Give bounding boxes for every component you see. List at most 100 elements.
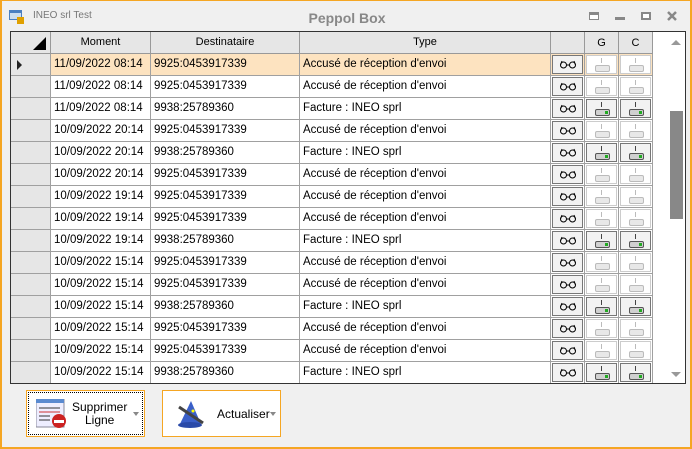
download-c-button[interactable] [620, 121, 651, 140]
view-button[interactable] [552, 77, 583, 96]
view-button[interactable] [552, 55, 583, 74]
table-row[interactable]: 10/09/2022 15:14 9925:0453917339 Accusé … [11, 318, 653, 340]
column-header-destinataire[interactable]: Destinataire [151, 32, 300, 54]
row-header[interactable] [11, 296, 51, 318]
row-header[interactable] [11, 76, 51, 98]
refresh-button[interactable]: Actualiser [162, 390, 281, 437]
restore-icon[interactable] [588, 10, 600, 22]
view-button[interactable] [552, 341, 583, 360]
download-g-button[interactable] [586, 143, 617, 162]
table-row[interactable]: 10/09/2022 15:14 9925:0453917339 Accusé … [11, 340, 653, 362]
row-header[interactable] [11, 274, 51, 296]
download-g-button[interactable] [586, 253, 617, 272]
view-button[interactable] [552, 143, 583, 162]
download-c-button[interactable] [620, 209, 651, 228]
download-c-button[interactable] [620, 165, 651, 184]
table-row[interactable]: 10/09/2022 15:14 9925:0453917339 Accusé … [11, 252, 653, 274]
close-icon[interactable] [666, 10, 678, 22]
arrow-down-icon [601, 322, 602, 327]
cell-g [585, 318, 619, 340]
download-g-button[interactable] [586, 187, 617, 206]
minimize-icon[interactable] [614, 10, 626, 22]
download-g-button[interactable] [586, 363, 617, 382]
download-g-button[interactable] [586, 319, 617, 338]
table-row[interactable]: 11/09/2022 08:14 9938:25789360 Facture :… [11, 98, 653, 120]
table-row[interactable]: 10/09/2022 15:14 9925:0453917339 Accusé … [11, 274, 653, 296]
row-header[interactable] [11, 186, 51, 208]
view-button[interactable] [552, 231, 583, 250]
view-button[interactable] [552, 121, 583, 140]
table-row[interactable]: 11/09/2022 08:14 9925:0453917339 Accusé … [11, 54, 653, 76]
row-header[interactable] [11, 318, 51, 340]
table-row[interactable]: 10/09/2022 15:14 9938:25789360 Facture :… [11, 362, 653, 383]
view-button[interactable] [552, 99, 583, 118]
view-button[interactable] [552, 319, 583, 338]
download-g-button[interactable] [586, 165, 617, 184]
cell-view [551, 340, 585, 362]
download-c-button[interactable] [620, 77, 651, 96]
download-c-button[interactable] [620, 341, 651, 360]
maximize-icon[interactable] [640, 10, 652, 22]
column-header-g[interactable]: G [585, 32, 619, 54]
row-header[interactable] [11, 208, 51, 230]
select-all-corner[interactable] [11, 32, 51, 54]
cell-type: Facture : INEO sprl [300, 230, 551, 252]
download-g-button[interactable] [586, 55, 617, 74]
download-c-button[interactable] [620, 99, 651, 118]
download-c-button[interactable] [620, 143, 651, 162]
row-header[interactable] [11, 142, 51, 164]
download-g-button[interactable] [586, 297, 617, 316]
download-c-button[interactable] [620, 297, 651, 316]
row-header[interactable] [11, 252, 51, 274]
table-row[interactable]: 10/09/2022 20:14 9925:0453917339 Accusé … [11, 164, 653, 186]
table-row[interactable]: 10/09/2022 19:14 9925:0453917339 Accusé … [11, 208, 653, 230]
column-header-c[interactable]: C [619, 32, 653, 54]
row-header[interactable] [11, 164, 51, 186]
chevron-down-icon[interactable] [269, 411, 276, 416]
download-g-button[interactable] [586, 99, 617, 118]
download-c-button[interactable] [620, 319, 651, 338]
row-header[interactable] [11, 120, 51, 142]
row-header[interactable] [11, 98, 51, 120]
download-c-button[interactable] [620, 187, 651, 206]
download-c-button[interactable] [620, 55, 651, 74]
table-row[interactable]: 10/09/2022 20:14 9925:0453917339 Accusé … [11, 120, 653, 142]
scroll-up-icon[interactable] [671, 40, 681, 45]
table-row[interactable]: 10/09/2022 19:14 9938:25789360 Facture :… [11, 230, 653, 252]
table-row[interactable]: 10/09/2022 15:14 9938:25789360 Facture :… [11, 296, 653, 318]
download-g-button[interactable] [586, 121, 617, 140]
download-c-button[interactable] [620, 253, 651, 272]
column-header-moment[interactable]: Moment [51, 32, 151, 54]
view-button[interactable] [552, 253, 583, 272]
chevron-down-icon[interactable] [133, 411, 139, 416]
view-button[interactable] [552, 297, 583, 316]
cell-moment: 10/09/2022 15:14 [51, 362, 151, 383]
view-button[interactable] [552, 187, 583, 206]
table-row[interactable]: 10/09/2022 19:14 9925:0453917339 Accusé … [11, 186, 653, 208]
download-g-button[interactable] [586, 275, 617, 294]
download-g-button[interactable] [586, 341, 617, 360]
row-header[interactable] [11, 230, 51, 252]
vertical-scrollbar[interactable] [667, 32, 685, 383]
scroll-down-icon[interactable] [671, 372, 681, 377]
download-g-button[interactable] [586, 231, 617, 250]
row-header[interactable] [11, 340, 51, 362]
row-header[interactable] [11, 362, 51, 383]
row-header[interactable] [11, 54, 51, 76]
column-header-type[interactable]: Type [300, 32, 551, 54]
table-row[interactable]: 10/09/2022 20:14 9938:25789360 Facture :… [11, 142, 653, 164]
view-button[interactable] [552, 165, 583, 184]
scrollbar-thumb[interactable] [670, 111, 683, 219]
download-g-button[interactable] [586, 77, 617, 96]
download-c-button[interactable] [620, 275, 651, 294]
view-button[interactable] [552, 275, 583, 294]
view-button[interactable] [552, 363, 583, 382]
download-c-button[interactable] [620, 231, 651, 250]
table-row[interactable]: 11/09/2022 08:14 9925:0453917339 Accusé … [11, 76, 653, 98]
delete-line-button[interactable]: Supprimer Ligne [26, 390, 145, 437]
download-g-button[interactable] [586, 209, 617, 228]
glasses-icon [559, 60, 576, 69]
column-header-view[interactable] [551, 32, 585, 54]
download-c-button[interactable] [620, 363, 651, 382]
view-button[interactable] [552, 209, 583, 228]
